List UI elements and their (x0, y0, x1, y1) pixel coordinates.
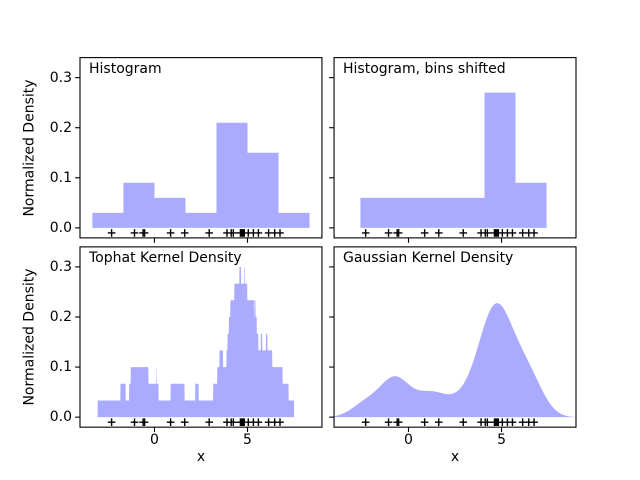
subplot-title-histogram: Histogram (89, 61, 162, 77)
x-tick-label: 0 (150, 432, 159, 448)
y-tick-label: 0.2 (49, 119, 72, 136)
y-axis-label-top-row: Normalized Density (22, 58, 39, 238)
x-axis-label-left: x (196, 449, 206, 465)
y-axis-label-text: Normalized Density (22, 268, 39, 406)
axes-spines (333, 246, 577, 428)
rug-plus-markers (107, 229, 284, 237)
x-tick-label: 5 (243, 432, 252, 448)
x-tick-label: 5 (497, 432, 507, 448)
axes-spines (333, 57, 577, 239)
subplot-histogram-shifted (329, 57, 577, 243)
y-tick-label: 0.3 (49, 258, 72, 275)
x-axis-label-right: x (450, 449, 460, 465)
subplot-tophat-kde (75, 246, 323, 433)
subplot-histogram (75, 57, 323, 243)
y-tick-label: 0.0 (49, 409, 72, 426)
y-axis-label-text: Normalized Density (22, 79, 39, 217)
x-tick-label: 0 (404, 432, 413, 448)
rug-plus-markers (361, 229, 538, 237)
rug-plus-markers (107, 418, 284, 426)
histogram-density-fill (80, 122, 322, 228)
subplot-title-tophat-kde: Tophat Kernel Density (89, 250, 242, 266)
y-tick-label: 0.1 (49, 359, 72, 376)
y-tick-label: 0.2 (49, 309, 72, 325)
axes-spines (79, 57, 323, 239)
y-tick-label: 0.3 (49, 69, 72, 86)
tophat-kde-density-fill (80, 266, 322, 418)
subplot-title-histogram-shifted: Histogram, bins shifted (343, 61, 506, 77)
gaussian-kde-density-fill (334, 303, 576, 418)
y-axis-label-bottom-row: Normalized Density (22, 247, 39, 427)
rug-plus-markers (361, 418, 538, 426)
y-tick-label: 0.0 (49, 219, 72, 236)
subplot-title-gaussian-kde: Gaussian Kernel Density (343, 250, 514, 266)
axes-spines (79, 246, 323, 428)
subplot-gaussian-kde (329, 246, 577, 433)
histogram-shifted-density-fill (334, 92, 576, 228)
y-tick-label: 0.1 (49, 169, 72, 186)
